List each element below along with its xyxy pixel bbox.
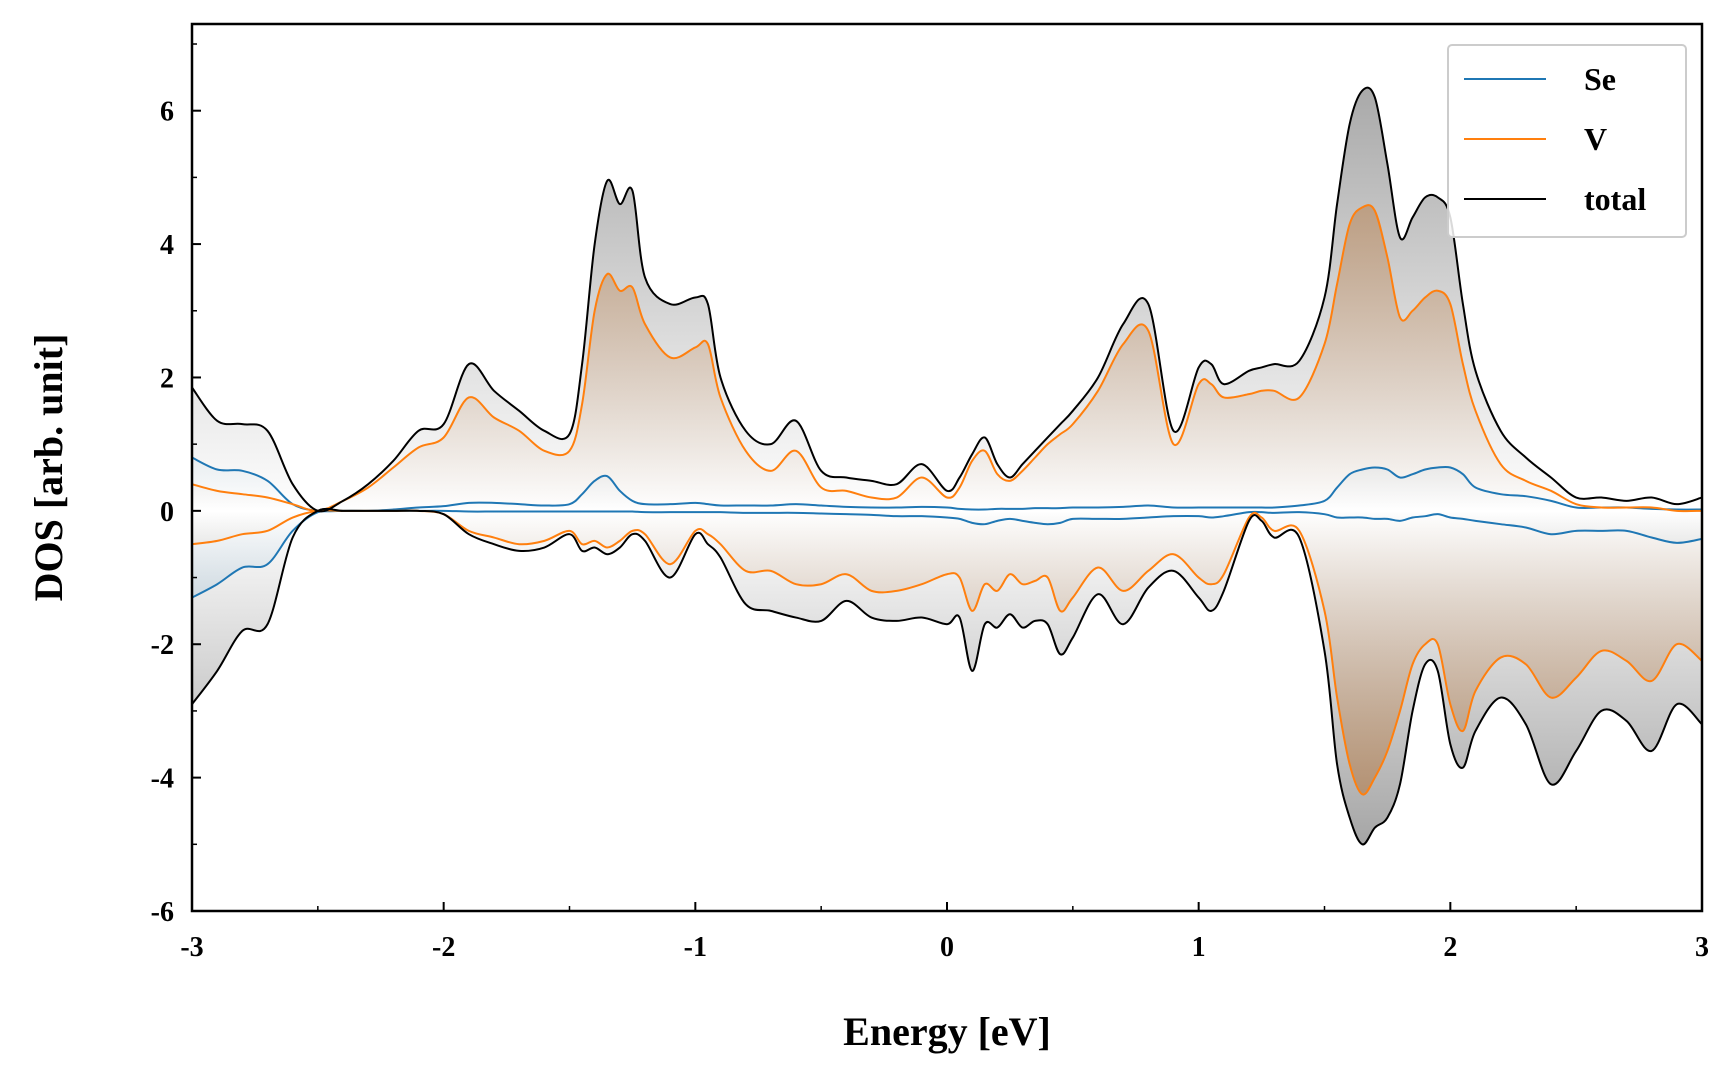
x-tick-label: 0 [940,932,954,963]
y-axis-title: DOS [arb. unit] [26,334,71,602]
series-line-se-up [192,456,1702,513]
series-line-total-down [192,507,1702,846]
legend-label: Se [1584,61,1616,97]
y-tick-label: -4 [151,764,174,795]
y-tick-label: -6 [151,897,174,928]
x-tick-label: -1 [684,932,707,963]
legend-item-v: V [1464,121,1607,157]
x-tick-label: -2 [432,932,455,963]
legend-box [1447,44,1687,238]
fill-v-down [192,510,1702,795]
x-axis-title: Energy [eV] [843,1009,1051,1054]
legend-label: total [1584,181,1646,217]
y-tick-label: 2 [160,363,174,394]
x-tick-label: 1 [1192,932,1206,963]
legend-item-se: Se [1464,61,1616,97]
series-line-v-up [192,204,1702,513]
y-tick-label: -2 [151,630,174,661]
series-line-v-down [192,509,1702,796]
y-tick-label: 0 [160,497,174,528]
y-axis: -6 -4 -2 0 2 4 6 [151,43,201,928]
y-tick-label: 6 [160,97,174,128]
x-tick-label: -3 [180,932,203,963]
fill-se-up [192,457,1702,512]
series-line-total-up [192,86,1702,513]
fill-v-up [192,205,1702,512]
x-tick-label: 3 [1695,932,1709,963]
fill-se-down [192,510,1702,598]
x-axis: -3 -2 -1 0 1 2 3 [180,902,1709,963]
legend-item-total: total [1464,181,1646,217]
series-lines [192,86,1702,846]
x-tick-label: 2 [1443,932,1457,963]
fill-areas [192,87,1702,845]
series-line-se-down [192,509,1702,599]
y-tick-label: 4 [160,230,174,261]
legend-label: V [1584,121,1607,157]
